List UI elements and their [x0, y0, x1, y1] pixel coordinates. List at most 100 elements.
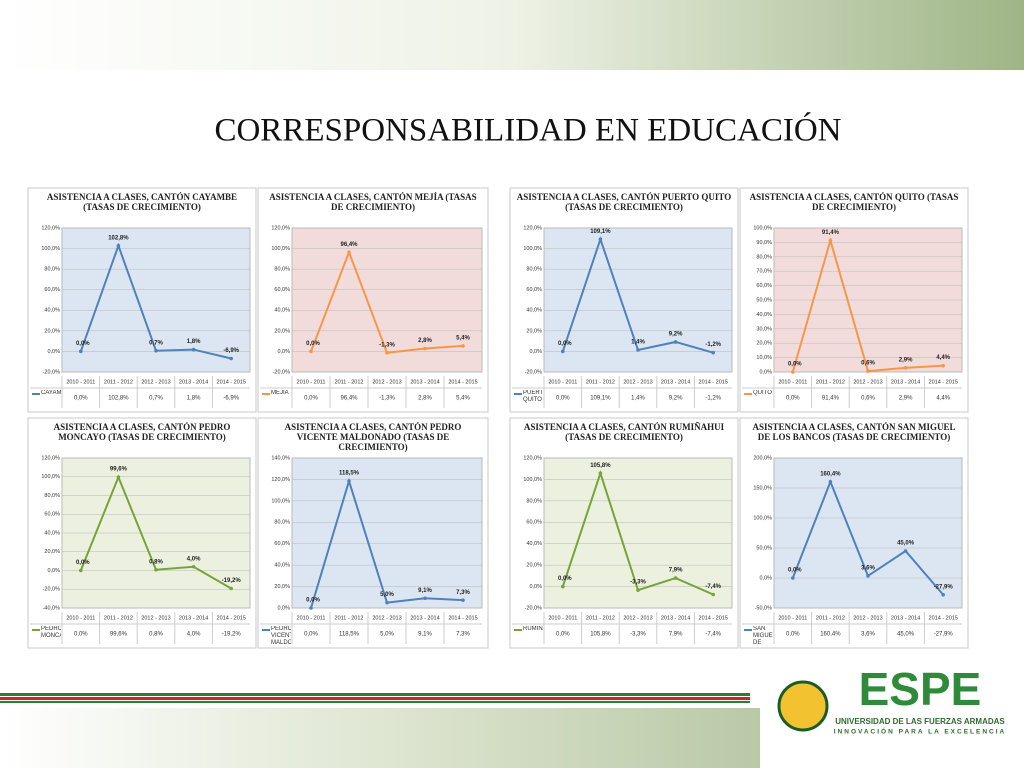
data-label: 2,8% — [418, 338, 432, 344]
table-value: 0,0% — [556, 396, 570, 402]
header-band — [0, 0, 1024, 70]
y-tick-label: 40,0% — [274, 308, 290, 314]
data-label: 5,4% — [456, 335, 470, 341]
y-tick-label: 100,0% — [41, 246, 60, 252]
table-value: 45,0% — [897, 632, 915, 638]
point — [561, 584, 565, 589]
y-tick-label: 90,0% — [756, 240, 772, 246]
point — [791, 370, 795, 374]
y-tick-label: 0,0% — [759, 369, 772, 375]
legend-name: PEDRO VICENTE MALDONADO — [271, 626, 291, 646]
table-value: 0,0% — [556, 632, 570, 638]
point — [636, 348, 640, 352]
y-tick-label: -50,0% — [755, 605, 773, 611]
data-label: 0,0% — [76, 560, 90, 566]
x-tick-label: 2012 - 2013 — [372, 379, 401, 385]
table-value: 4,4% — [936, 396, 950, 402]
data-label: 91,4% — [822, 230, 840, 236]
x-tick-label: 2010 - 2011 — [297, 379, 326, 385]
table-value: -1,2% — [705, 396, 721, 402]
data-label: 99,6% — [110, 467, 128, 473]
table-value: -1,3% — [379, 396, 395, 402]
y-tick-label: 40,0% — [274, 563, 290, 569]
y-tick-label: 10,0% — [756, 355, 772, 361]
point — [903, 366, 908, 370]
data-label: 1,4% — [631, 340, 645, 346]
table-value: -6,9% — [223, 396, 239, 402]
chart-title-box: ASISTENCIA A CLASES, CANTÓN MEJÍA (TASAS… — [269, 192, 477, 212]
point — [347, 250, 351, 255]
table-value: 9,2% — [669, 396, 683, 402]
y-tick-label: 0,0% — [529, 349, 542, 355]
y-tick-label: 120,0% — [271, 477, 290, 483]
y-tick-label: 50,0% — [756, 545, 772, 551]
data-label: 4,0% — [187, 556, 201, 562]
data-label: 0,0% — [788, 568, 802, 574]
chart-title: ASISTENCIA A CLASES, CANTÓN MEJÍA (TASAS… — [269, 192, 477, 212]
table-value: 7,3% — [456, 632, 470, 638]
data-label: 1,8% — [187, 339, 201, 345]
y-tick-label: 40,0% — [756, 312, 772, 318]
point — [309, 606, 313, 610]
x-tick-label: 2011 - 2012 — [335, 615, 364, 621]
y-tick-label: 0,0% — [277, 349, 290, 355]
table-value: 0,0% — [304, 632, 318, 638]
chart-title-box: ASISTENCIA A CLASES, CANTÓN QUITO (TASAS… — [750, 192, 959, 212]
x-tick-label: 2012 - 2013 — [141, 379, 170, 385]
y-tick-label: 100,0% — [271, 246, 290, 252]
data-label: 105,8% — [590, 463, 611, 469]
x-tick-label: 2011 - 2012 — [816, 379, 845, 385]
data-label: 0,0% — [788, 362, 802, 368]
table-value: 7,9% — [669, 632, 683, 638]
legend-name-box: PEDRO MONCAYO — [41, 626, 61, 639]
y-tick-label: 20,0% — [44, 549, 60, 555]
x-tick-label: 2014 - 2015 — [448, 379, 477, 385]
chart-title: ASISTENCIA A CLASES, CANTÓN CAYAMBE (TAS… — [46, 192, 238, 212]
x-tick-label: 2010 - 2011 — [297, 615, 326, 621]
y-tick-label: 60,0% — [526, 287, 542, 293]
data-label: 4,4% — [936, 355, 950, 361]
table-value: 0,0% — [304, 396, 318, 402]
table-value: 1,8% — [187, 396, 201, 402]
chart-title: ASISTENCIA A CLASES, CANTÓN PEDRO MONCAY… — [53, 422, 231, 442]
legend-name-box: MEJIA — [271, 390, 289, 396]
legend-name-box: PEDRO VICENTE MALDONADO — [271, 626, 291, 646]
y-tick-label: 60,0% — [274, 541, 290, 547]
legend-name: SAN MIGUEL DE LOS BANCOS — [753, 626, 773, 646]
x-tick-label: 2013 - 2014 — [179, 615, 208, 621]
y-tick-label: -20,0% — [43, 369, 61, 375]
data-label: -6,9% — [223, 348, 239, 354]
table-value: 0,0% — [74, 396, 88, 402]
legend-name-box: CAYAMBE — [41, 390, 61, 396]
y-tick-label: -40,0% — [43, 605, 61, 611]
logo-name: ESPE — [859, 663, 982, 715]
x-tick-label: 2010 - 2011 — [778, 615, 807, 621]
point — [385, 600, 389, 605]
point — [941, 592, 945, 597]
y-tick-label: 100,0% — [753, 225, 772, 231]
point — [598, 471, 603, 476]
legend-name: QUITO — [753, 390, 772, 396]
x-tick-label: 2014 - 2015 — [217, 615, 246, 621]
plot-area — [291, 227, 483, 373]
point — [423, 346, 427, 351]
point — [385, 350, 389, 355]
stripe — [0, 697, 750, 700]
table-value: -27,9% — [934, 632, 954, 638]
x-tick-label: 2012 - 2013 — [853, 615, 882, 621]
plot-area — [773, 457, 963, 609]
point — [116, 243, 121, 248]
x-tick-label: 2014 - 2015 — [217, 379, 246, 385]
y-tick-label: 200,0% — [753, 455, 772, 461]
legend-name-box: PUERTO QUITO — [523, 390, 543, 403]
data-label: 0,0% — [558, 576, 572, 582]
y-tick-label: -20,0% — [273, 369, 291, 375]
data-label: 0,7% — [149, 340, 163, 346]
point — [711, 592, 715, 597]
point — [636, 588, 640, 592]
data-label: 7,9% — [669, 568, 683, 574]
x-tick-label: 2011 - 2012 — [816, 615, 845, 621]
chart-title-box: ASISTENCIA A CLASES, CANTÓN CAYAMBE (TAS… — [46, 192, 238, 212]
y-tick-label: 0,0% — [529, 584, 542, 590]
